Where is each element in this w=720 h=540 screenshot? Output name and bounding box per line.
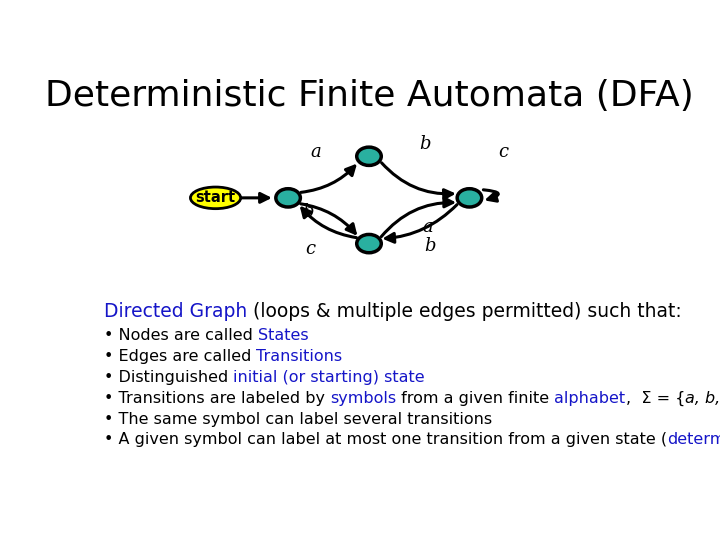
Circle shape	[356, 147, 382, 165]
FancyArrowPatch shape	[302, 208, 356, 238]
Text: a, b, c, . . .: a, b, c, . . .	[685, 391, 720, 406]
Text: b: b	[425, 237, 436, 255]
Text: • A given symbol can label at most one transition from a given state (: • A given symbol can label at most one t…	[104, 433, 667, 447]
Ellipse shape	[190, 187, 240, 208]
Circle shape	[356, 234, 382, 253]
Text: start: start	[196, 191, 235, 205]
Circle shape	[457, 188, 482, 207]
Text: Transitions: Transitions	[256, 349, 343, 364]
Text: c: c	[305, 240, 315, 258]
Text: • The same symbol can label several transitions: • The same symbol can label several tran…	[104, 411, 492, 427]
FancyArrowPatch shape	[483, 190, 498, 201]
Text: Directed Graph: Directed Graph	[104, 301, 247, 321]
FancyArrowPatch shape	[301, 204, 355, 233]
Text: symbols: symbols	[330, 391, 396, 406]
FancyArrowPatch shape	[386, 205, 457, 242]
Text: a: a	[310, 143, 321, 161]
Text: alphabet: alphabet	[554, 391, 626, 406]
Circle shape	[276, 188, 300, 207]
Text: Deterministic Finite Automata (DFA): Deterministic Finite Automata (DFA)	[45, 79, 693, 113]
Text: • Transitions are labeled by: • Transitions are labeled by	[104, 391, 330, 406]
Text: b: b	[302, 204, 313, 221]
Text: initial (or starting) state: initial (or starting) state	[233, 370, 425, 385]
Text: • Distinguished: • Distinguished	[104, 370, 233, 385]
Text: • Edges are called: • Edges are called	[104, 349, 256, 364]
Text: ,  Σ = {: , Σ = {	[626, 390, 685, 406]
FancyArrowPatch shape	[301, 166, 355, 192]
Text: (loops & multiple edges permitted) such that:: (loops & multiple edges permitted) such …	[247, 301, 682, 321]
Text: deterministic: deterministic	[667, 433, 720, 447]
FancyArrowPatch shape	[382, 198, 453, 237]
Text: • Nodes are called: • Nodes are called	[104, 328, 258, 343]
FancyArrowPatch shape	[382, 163, 453, 199]
FancyArrowPatch shape	[240, 193, 269, 202]
Text: a: a	[422, 218, 433, 236]
Text: c: c	[498, 143, 508, 161]
Text: b: b	[419, 135, 431, 153]
Text: from a given finite: from a given finite	[396, 391, 554, 406]
Text: States: States	[258, 328, 309, 343]
